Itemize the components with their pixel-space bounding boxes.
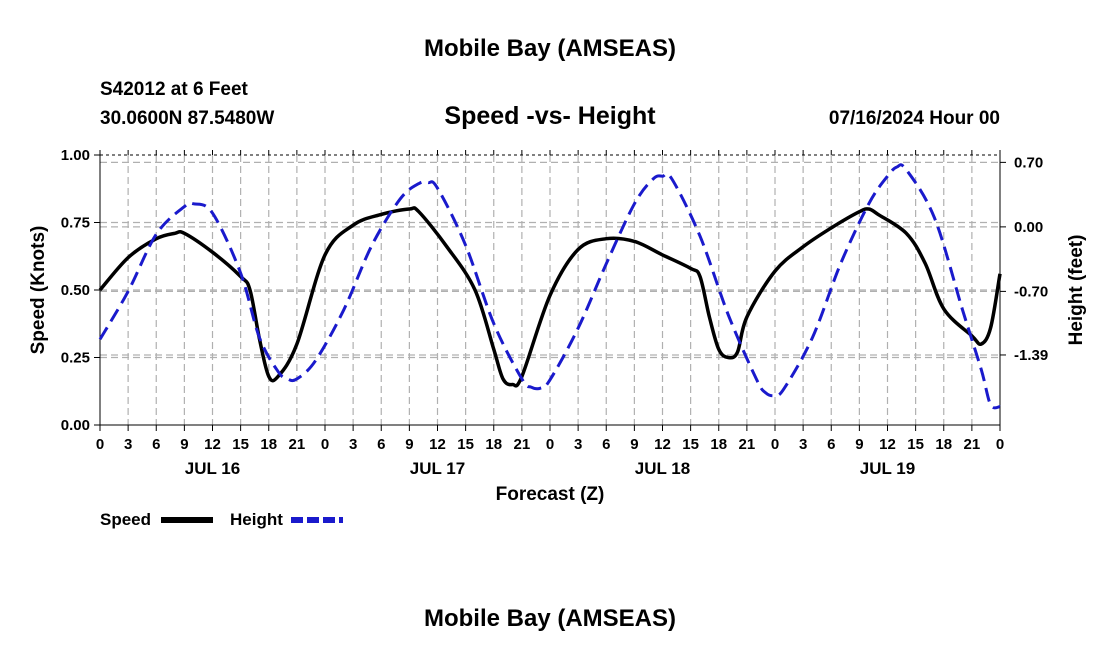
series-line-height bbox=[98, 163, 1001, 410]
x-tick-label: 0 bbox=[321, 436, 329, 453]
x-tick-label: 6 bbox=[827, 436, 835, 453]
x-tick-label: 9 bbox=[855, 436, 863, 453]
y-right-tick-label: 0.00 bbox=[1014, 219, 1043, 236]
footer-title: Mobile Bay (AMSEAS) bbox=[424, 605, 676, 632]
x-tick-label: 3 bbox=[349, 436, 357, 453]
x-tick-label: 9 bbox=[180, 436, 188, 453]
y-left-tick-label: 0.00 bbox=[61, 417, 90, 434]
y-right-tick-label: -1.39 bbox=[1014, 347, 1048, 364]
x-tick-label: 21 bbox=[964, 436, 981, 453]
x-tick-label: 0 bbox=[546, 436, 554, 453]
x-tick-label: 6 bbox=[602, 436, 610, 453]
y-left-tick-label: 1.00 bbox=[61, 147, 90, 164]
y-axis-right-title: Height (feet) bbox=[1066, 235, 1087, 346]
day-label: JUL 19 bbox=[860, 459, 915, 478]
x-tick-label: 3 bbox=[574, 436, 582, 453]
x-tick-label: 12 bbox=[879, 436, 896, 453]
x-tick-label: 3 bbox=[799, 436, 807, 453]
x-tick-label: 3 bbox=[124, 436, 132, 453]
x-axis-title: Forecast (Z) bbox=[496, 484, 605, 505]
grid-lines bbox=[100, 155, 1000, 425]
x-tick-label: 15 bbox=[907, 436, 924, 453]
x-tick-label: 21 bbox=[739, 436, 756, 453]
x-tick-label: 0 bbox=[771, 436, 779, 453]
x-tick-label: 12 bbox=[204, 436, 221, 453]
day-label: JUL 18 bbox=[635, 459, 690, 478]
y-right-tick-label: 0.70 bbox=[1014, 154, 1043, 171]
chart-title: Mobile Bay (AMSEAS) bbox=[424, 35, 676, 62]
legend: Speed Height bbox=[100, 510, 343, 529]
legend-label-speed: Speed bbox=[100, 510, 151, 529]
legend-label-height: Height bbox=[230, 510, 283, 529]
x-tick-label: 18 bbox=[710, 436, 727, 453]
x-tick-label: 15 bbox=[682, 436, 699, 453]
x-tick-label: 12 bbox=[654, 436, 671, 453]
x-tick-label: 18 bbox=[935, 436, 952, 453]
x-tick-label: 0 bbox=[96, 436, 104, 453]
x-tick-label: 9 bbox=[405, 436, 413, 453]
x-tick-label: 18 bbox=[485, 436, 502, 453]
x-tick-label: 0 bbox=[996, 436, 1004, 453]
y-left-tick-label: 0.25 bbox=[61, 350, 90, 367]
x-tick-label: 9 bbox=[630, 436, 638, 453]
x-tick-label: 21 bbox=[289, 436, 306, 453]
x-tick-label: 12 bbox=[429, 436, 446, 453]
x-tick-label: 18 bbox=[260, 436, 277, 453]
day-label: JUL 16 bbox=[185, 459, 240, 478]
x-tick-label: 21 bbox=[514, 436, 531, 453]
chart-subtitle: Speed -vs- Height bbox=[444, 102, 656, 130]
day-label: JUL 17 bbox=[410, 459, 465, 478]
y-left-tick-label: 0.75 bbox=[61, 215, 90, 232]
y-left-tick-label: 0.50 bbox=[61, 282, 90, 299]
x-tick-label: 6 bbox=[152, 436, 160, 453]
x-tick-label: 15 bbox=[232, 436, 249, 453]
x-tick-label: 6 bbox=[377, 436, 385, 453]
station-label: S42012 at 6 Feet bbox=[100, 79, 249, 100]
y-right-tick-label: -0.70 bbox=[1014, 283, 1048, 300]
coords-label: 30.0600N 87.5480W bbox=[100, 108, 274, 129]
y-axis-left-title: Speed (Knots) bbox=[28, 226, 49, 355]
data-series bbox=[98, 163, 1002, 410]
axes: 0 3 6 9 12 15 18 21 0 3 6 9 12 15 18 21 0 3 6 9 12 15 18 21 0 3 6 9… bbox=[61, 147, 1048, 478]
forecast-date-label: 07/16/2024 Hour 00 bbox=[829, 108, 1000, 129]
x-tick-label: 15 bbox=[457, 436, 474, 453]
